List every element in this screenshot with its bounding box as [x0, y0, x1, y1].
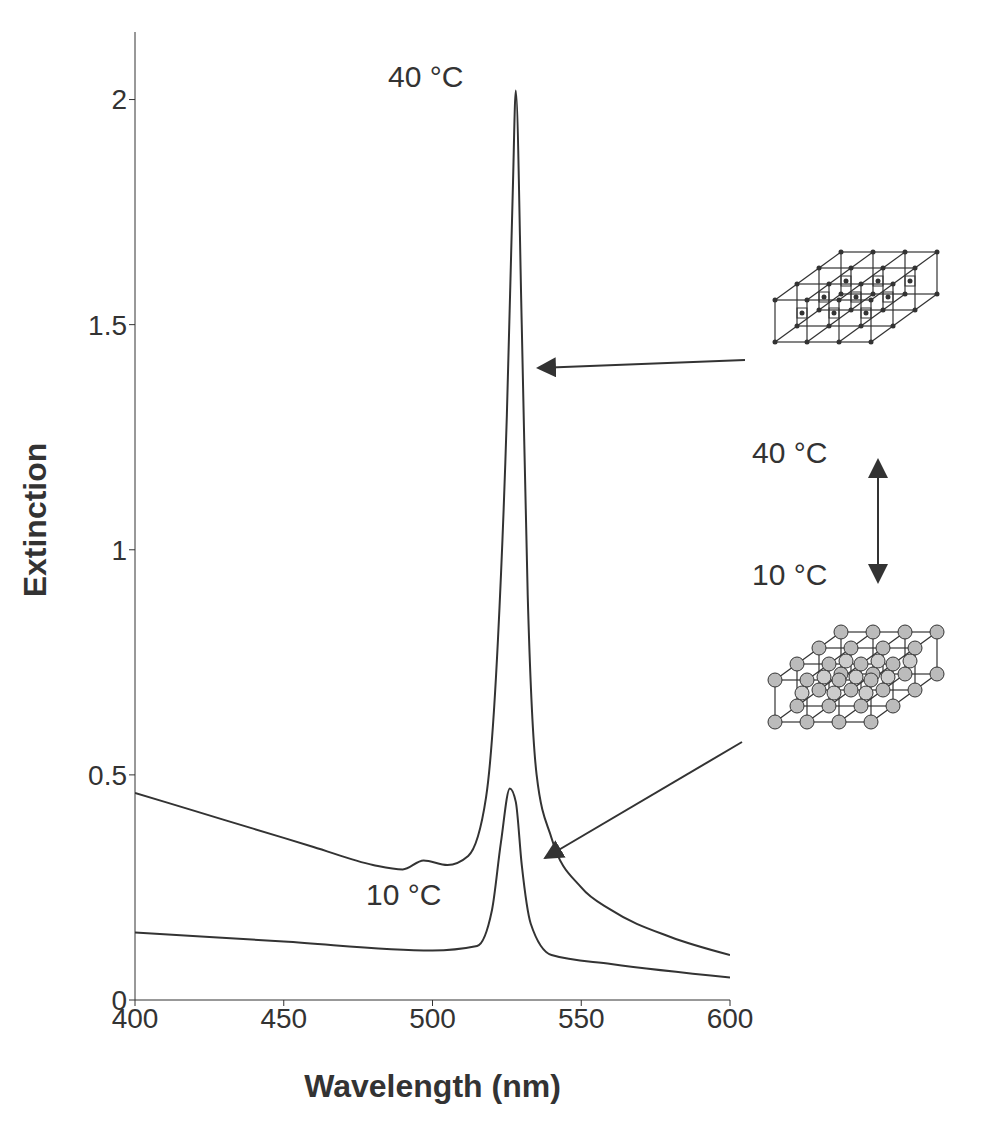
html-text:40 °C: 40 °C [752, 436, 828, 469]
html-text:40 °C: 40 °C [388, 60, 464, 93]
html-text:10 °C: 10 °C [366, 878, 442, 911]
svg-text:1.5: 1.5 [88, 310, 127, 341]
svg-text:0.5: 0.5 [88, 760, 127, 791]
html-text:Extinction: Extinction [16, 442, 53, 598]
html-text:10 °C: 10 °C [752, 558, 828, 591]
svg-text:400: 400 [111, 1002, 159, 1034]
html-text:Wavelength (nm): Wavelength (nm) [304, 1068, 561, 1104]
svg-text:550: 550 [558, 1003, 605, 1034]
svg-text:2: 2 [111, 84, 127, 115]
svg-text:600: 600 [707, 1003, 754, 1034]
svg-text:0: 0 [111, 985, 127, 1016]
svg-text:500: 500 [409, 1003, 456, 1034]
svg-text:450: 450 [260, 1003, 307, 1034]
svg-text:1: 1 [111, 535, 127, 566]
